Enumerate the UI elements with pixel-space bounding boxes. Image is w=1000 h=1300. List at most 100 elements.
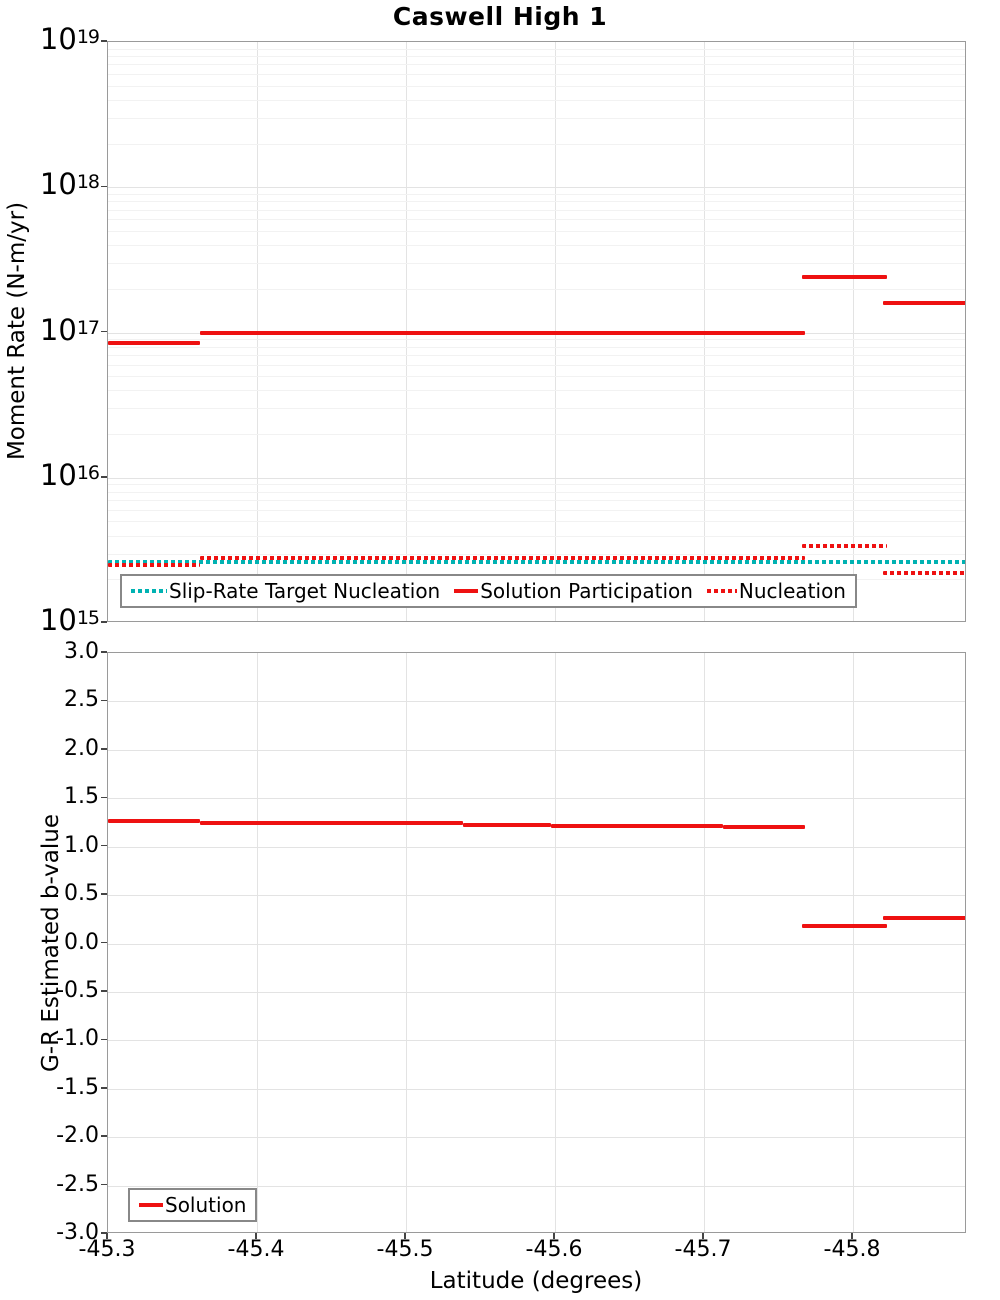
gridline-horizontal-minor (108, 143, 965, 145)
x-tick-mark (851, 1233, 853, 1239)
y-tick-label: 2.0 (64, 735, 99, 761)
moment-rate-legend: Slip-Rate Target Nucleation Solution Par… (120, 574, 857, 608)
b-value-plot-area (107, 652, 966, 1233)
line-segment-solution (802, 924, 888, 929)
gridline-horizontal-minor (108, 245, 965, 247)
line-segment-nucleation (108, 563, 201, 568)
gridline-horizontal-major (108, 749, 965, 751)
gridline-horizontal-major (108, 1088, 965, 1090)
legend-label: Solution Participation (480, 579, 693, 603)
b-value-legend: Solution (128, 1188, 258, 1222)
gridline-horizontal-major (108, 187, 965, 189)
gridline-horizontal-minor (108, 364, 965, 366)
gridline-horizontal-major (108, 1040, 965, 1042)
line-segment-nucleation (802, 543, 888, 548)
chart-title: Caswell High 1 (392, 2, 608, 31)
legend-item-nucleation: Nucleation (706, 579, 846, 603)
gridline-horizontal-minor (108, 117, 965, 119)
gridline-horizontal-minor (108, 484, 965, 486)
legend-item-slip-rate-target-nucleation: Slip-Rate Target Nucleation (131, 579, 440, 603)
y-tick-label: 3.0 (64, 639, 99, 664)
gridline-horizontal-minor (108, 354, 965, 356)
gridline-horizontal-major (108, 943, 965, 945)
y-tick-label: -1.5 (56, 1074, 99, 1100)
gridline-horizontal-minor (108, 64, 965, 66)
line-segment-solution-participation (108, 341, 201, 346)
gridline-horizontal-minor (108, 434, 965, 436)
y-tick-label: 1015 (39, 603, 100, 637)
gridline-horizontal-minor (108, 390, 965, 392)
legend-label: Slip-Rate Target Nucleation (169, 579, 441, 603)
x-tick-label: -45.8 (823, 1237, 881, 1262)
line-segment-nucleation (200, 556, 806, 561)
gridline-horizontal-minor (108, 99, 965, 101)
line-segment-solution (462, 823, 551, 828)
x-tick-mark (255, 1233, 257, 1239)
x-axis-title-latitude: Latitude (degrees) (429, 1268, 643, 1294)
x-tick-mark (851, 1233, 853, 1239)
gridline-horizontal-minor (108, 521, 965, 523)
y-tick-label: 2.5 (64, 687, 99, 713)
line-segment-solution-participation (882, 300, 965, 305)
gridline-horizontal-minor (108, 48, 965, 50)
line-segment-solution (550, 824, 724, 829)
line-segment-slip-rate-target-nucleation (108, 559, 965, 564)
gridline-vertical (704, 653, 705, 1232)
gridline-horizontal-major (108, 846, 965, 848)
y-tick-label: 1016 (39, 457, 100, 492)
y-tick-label: -3.0 (56, 1220, 99, 1245)
gridline-horizontal-minor (108, 491, 965, 493)
gridline-horizontal-minor (108, 509, 965, 511)
gridline-vertical (853, 653, 854, 1232)
gridline-horizontal-minor (108, 408, 965, 410)
moment-rate-plot-area (107, 41, 966, 622)
x-tick-label: -45.4 (227, 1237, 285, 1262)
line-segment-solution (200, 821, 463, 826)
gridline-horizontal-minor (108, 56, 965, 58)
y-tick-label: -2.0 (56, 1123, 99, 1149)
red-solid-line-swatch-icon (139, 1203, 163, 1207)
x-tick-label: -45.7 (674, 1237, 732, 1262)
legend-item-solution-participation: Solution Participation (454, 579, 693, 603)
y-tick-label: 1018 (39, 167, 100, 202)
gridline-horizontal-minor (108, 263, 965, 265)
gridline-horizontal-minor (108, 219, 965, 221)
gridline-horizontal-major (108, 701, 965, 703)
x-tick-label: -45.5 (376, 1237, 434, 1262)
gridline-horizontal-minor (108, 230, 965, 232)
x-tick-mark (553, 1233, 555, 1239)
gridline-horizontal-major (108, 991, 965, 993)
line-segment-solution (108, 819, 201, 824)
gridline-vertical (555, 653, 556, 1232)
red-solid-line-swatch-icon (454, 589, 479, 593)
red-dotted-line-swatch-icon (706, 589, 737, 593)
x-tick-mark (106, 1233, 108, 1239)
x-tick-mark (702, 1233, 704, 1239)
legend-label: Nucleation (738, 579, 846, 603)
x-tick-mark (702, 1233, 704, 1239)
x-tick-label: -45.3 (78, 1237, 136, 1262)
gridline-horizontal-minor (108, 193, 965, 195)
gridline-horizontal-minor (108, 74, 965, 76)
line-segment-solution (723, 825, 806, 830)
legend-item-solution: Solution (139, 1193, 246, 1217)
cyan-dotted-line-swatch-icon (131, 589, 167, 593)
gridline-horizontal-major (108, 477, 965, 479)
x-tick-mark (553, 1233, 555, 1239)
gridline-horizontal-minor (108, 201, 965, 203)
x-tick-mark (255, 1233, 257, 1239)
line-segment-solution-participation (802, 275, 888, 280)
line-segment-solution-participation (200, 330, 806, 335)
gridline-horizontal-minor (108, 85, 965, 87)
gridline-vertical (406, 653, 407, 1232)
gridline-vertical (257, 653, 258, 1232)
gridline-horizontal-minor (108, 339, 965, 341)
y-tick-label: 1.5 (64, 784, 99, 810)
x-tick-mark (404, 1233, 406, 1239)
legend-label: Solution (165, 1193, 247, 1217)
x-tick-mark (404, 1233, 406, 1239)
line-segment-nucleation (882, 571, 965, 576)
gridline-horizontal-minor (108, 500, 965, 502)
gridline-vertical (853, 42, 854, 621)
gridline-horizontal-minor (108, 288, 965, 290)
